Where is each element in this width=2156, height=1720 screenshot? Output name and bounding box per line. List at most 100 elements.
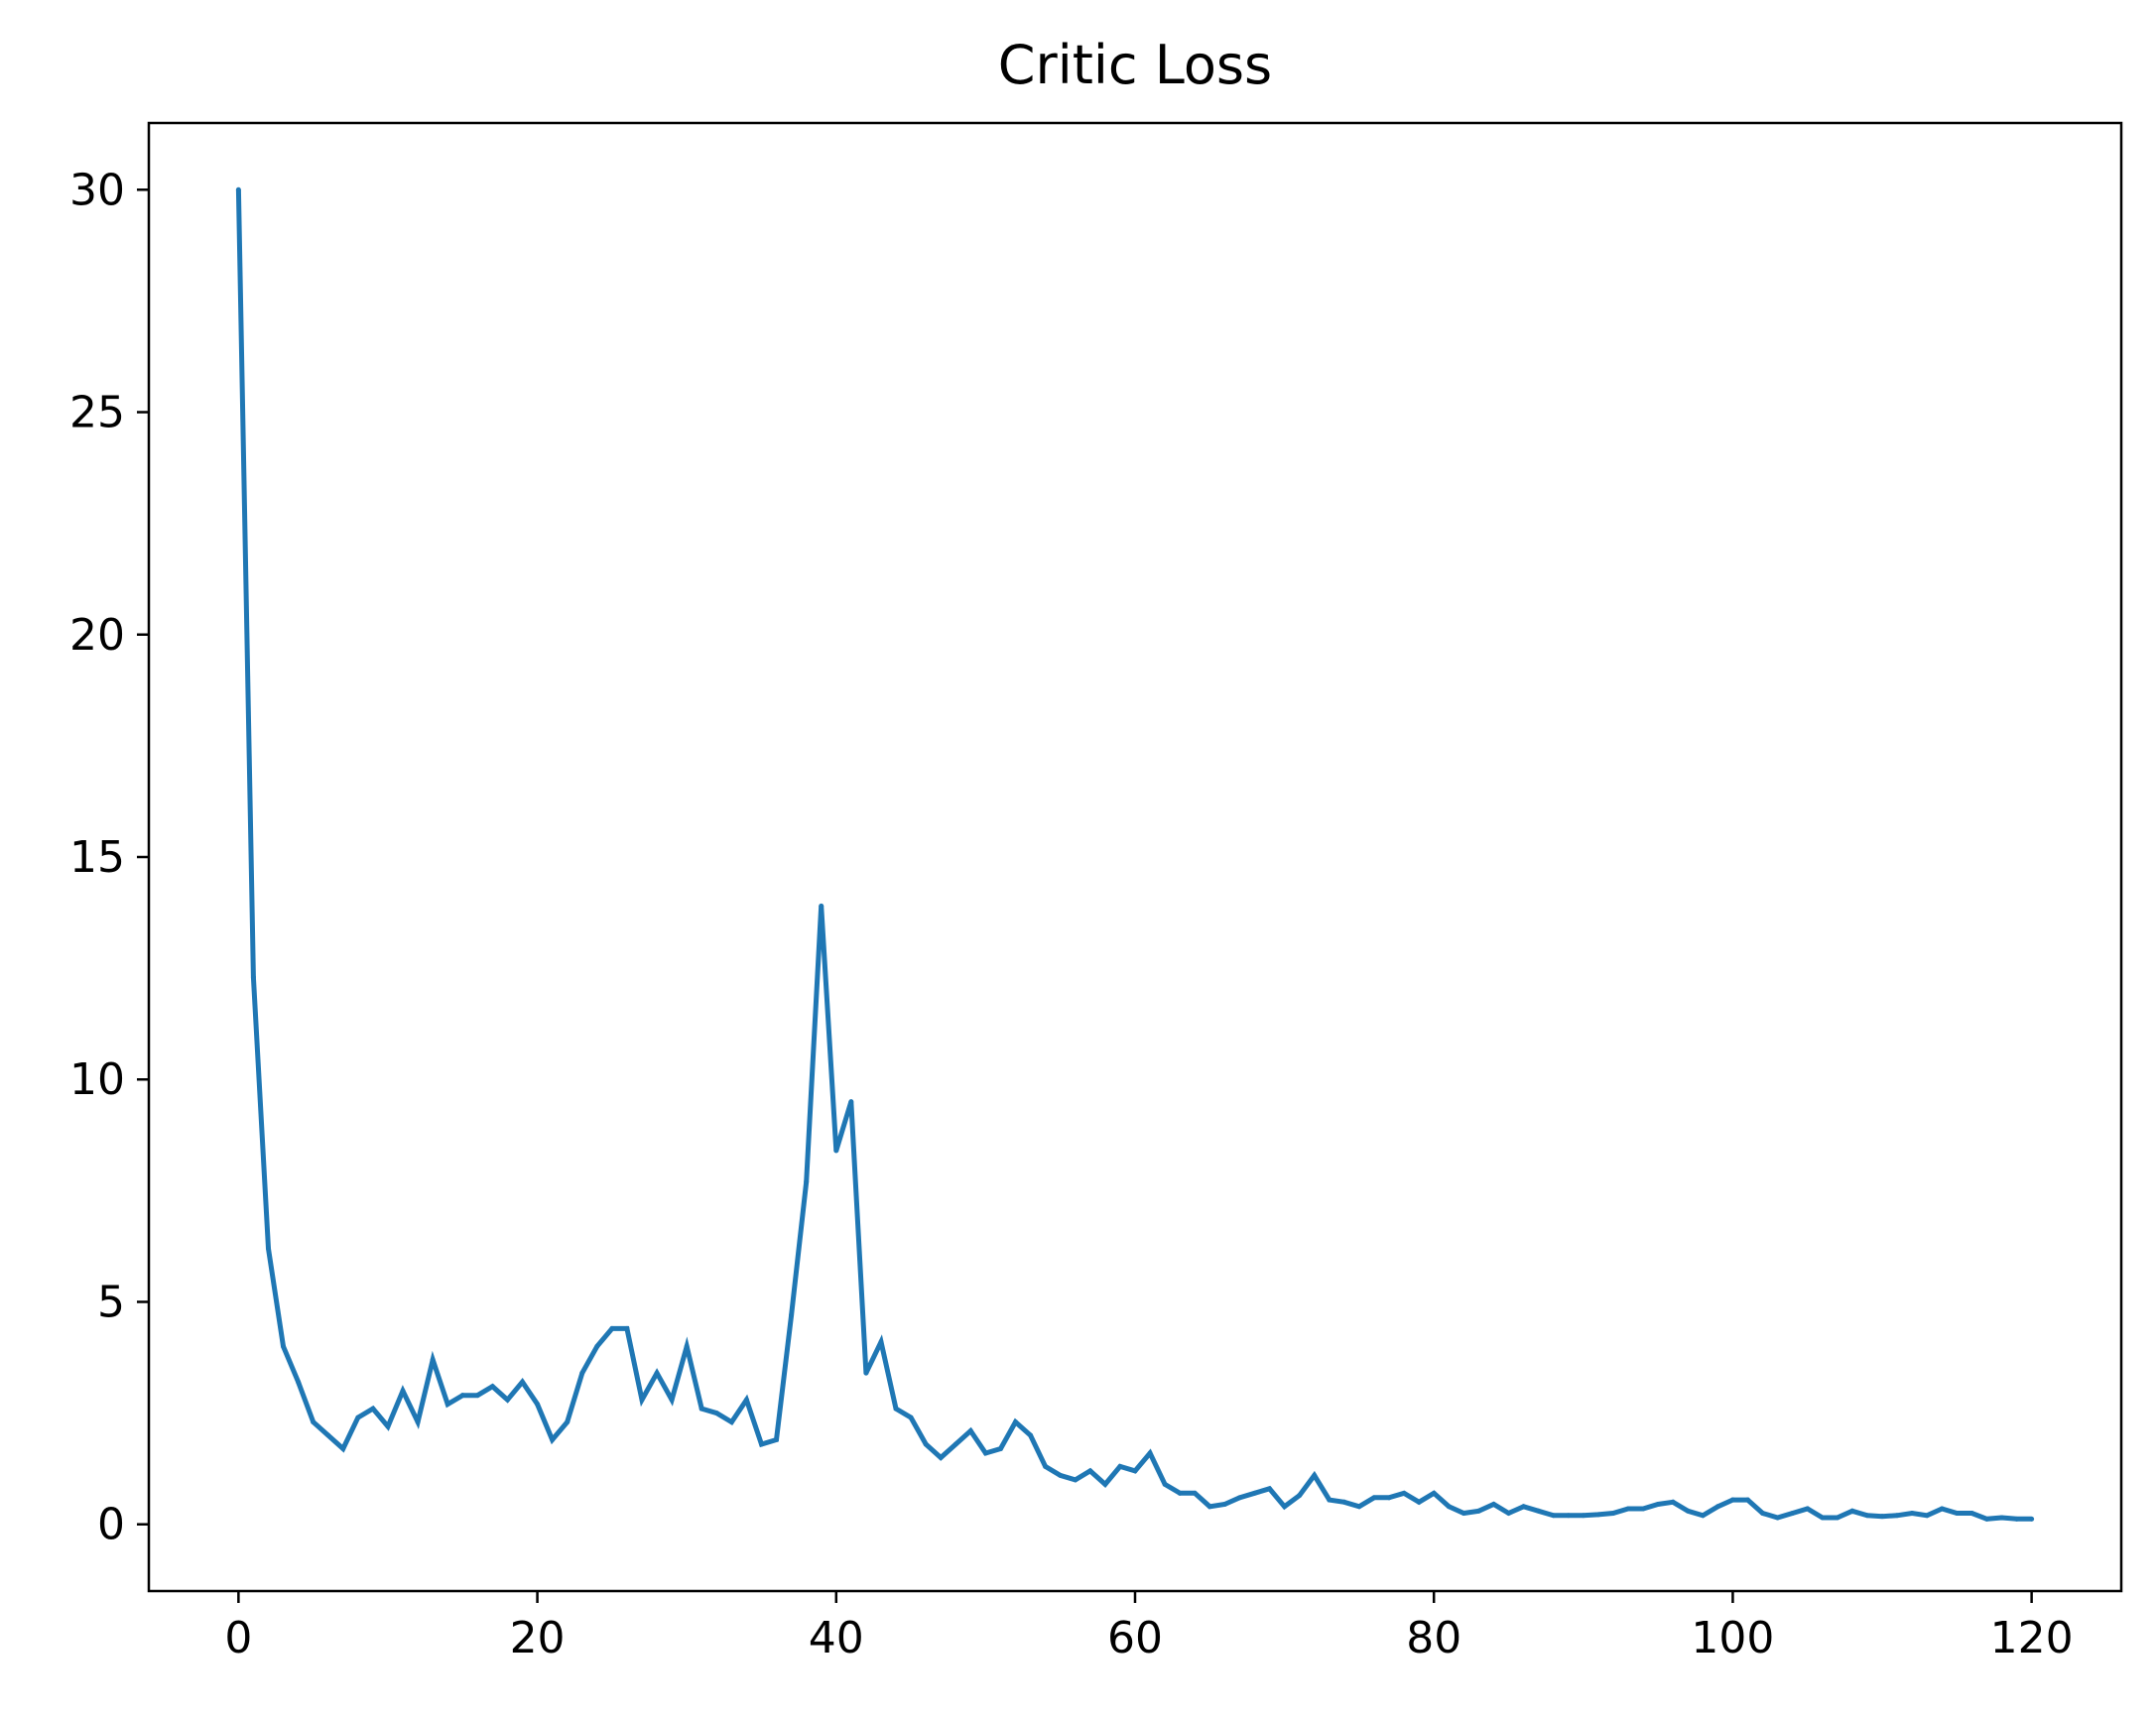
data-point xyxy=(1401,1490,1407,1496)
data-point xyxy=(878,1339,884,1345)
data-point xyxy=(311,1419,317,1425)
data-point xyxy=(624,1325,630,1331)
data-point xyxy=(1490,1502,1496,1508)
data-point xyxy=(459,1393,465,1399)
data-point xyxy=(1700,1513,1706,1519)
data-point xyxy=(1610,1511,1616,1517)
axis-ticks: 0 20 40 60 80 100 120 0 5 10 15 20 25 30 xyxy=(69,165,2074,1663)
y-tick-label: 30 xyxy=(69,165,125,215)
data-point xyxy=(1087,1468,1093,1474)
data-point xyxy=(1267,1486,1273,1492)
data-point xyxy=(1206,1504,1212,1510)
data-point xyxy=(789,1312,795,1318)
data-point xyxy=(235,186,241,192)
data-point xyxy=(1968,1511,1974,1517)
data-point xyxy=(579,1370,585,1376)
x-tick-label: 40 xyxy=(809,1613,864,1663)
data-point xyxy=(1282,1504,1288,1510)
data-point xyxy=(340,1445,346,1451)
data-point xyxy=(1162,1481,1168,1487)
data-point xyxy=(1013,1419,1019,1425)
data-point xyxy=(669,1397,675,1403)
data-point xyxy=(535,1402,541,1408)
data-point xyxy=(1043,1463,1049,1469)
data-point xyxy=(1744,1497,1750,1503)
y-tick-label: 15 xyxy=(69,832,125,883)
data-point xyxy=(893,1406,899,1412)
data-point xyxy=(1371,1495,1377,1501)
data-point xyxy=(1312,1472,1318,1478)
data-point xyxy=(1729,1497,1735,1503)
y-tick-label: 25 xyxy=(69,388,125,438)
data-point xyxy=(1670,1499,1676,1505)
data-point xyxy=(1864,1513,1870,1519)
data-point xyxy=(1221,1502,1227,1508)
data-point xyxy=(1341,1499,1347,1505)
data-point xyxy=(1327,1497,1332,1503)
data-point xyxy=(550,1437,556,1443)
data-point xyxy=(1685,1508,1691,1514)
data-point xyxy=(1581,1513,1586,1519)
x-tick-label: 0 xyxy=(224,1613,252,1663)
chart-title: Critic Loss xyxy=(998,34,1272,96)
data-point xyxy=(1192,1490,1198,1496)
data-point xyxy=(1460,1511,1466,1517)
data-point xyxy=(1551,1513,1557,1519)
data-point xyxy=(908,1414,914,1420)
data-point xyxy=(1625,1506,1631,1512)
y-tick-label: 20 xyxy=(69,610,125,661)
y-tick-label: 10 xyxy=(69,1054,125,1105)
data-point xyxy=(1760,1511,1766,1517)
data-point xyxy=(1820,1515,1826,1521)
data-point xyxy=(1356,1504,1362,1510)
data-point xyxy=(296,1379,302,1385)
y-tick-label: 5 xyxy=(97,1277,125,1327)
data-point xyxy=(728,1419,734,1425)
data-point xyxy=(639,1397,645,1403)
data-point xyxy=(1117,1463,1123,1469)
data-point xyxy=(1566,1513,1572,1519)
data-point xyxy=(2029,1516,2035,1522)
x-tick-label: 60 xyxy=(1107,1613,1163,1663)
data-point xyxy=(520,1379,526,1385)
data-point xyxy=(1102,1481,1108,1487)
data-point xyxy=(370,1406,376,1412)
data-point xyxy=(355,1414,361,1420)
data-point xyxy=(1536,1508,1542,1514)
data-point xyxy=(743,1397,749,1403)
data-point xyxy=(863,1370,869,1376)
y-tick-label: 0 xyxy=(97,1500,125,1550)
data-point xyxy=(684,1343,690,1349)
data-point xyxy=(444,1402,450,1408)
data-point xyxy=(997,1445,1003,1451)
data-point xyxy=(1058,1472,1064,1478)
data-point xyxy=(1177,1490,1183,1496)
data-point xyxy=(1640,1506,1646,1512)
data-point xyxy=(819,903,824,909)
data-point xyxy=(609,1325,615,1331)
data-point xyxy=(848,1099,854,1105)
data-point xyxy=(1999,1515,2005,1521)
data-point xyxy=(1879,1514,1885,1520)
data-point xyxy=(1805,1506,1811,1512)
data-point xyxy=(489,1384,495,1390)
x-tick-label: 120 xyxy=(1990,1613,2074,1663)
data-point xyxy=(1790,1511,1796,1517)
data-point xyxy=(1251,1490,1257,1496)
data-point xyxy=(1595,1512,1601,1518)
data-point xyxy=(1386,1495,1392,1501)
data-point xyxy=(1132,1468,1138,1474)
data-point xyxy=(474,1393,480,1399)
data-point xyxy=(1954,1511,1960,1517)
data-point xyxy=(1983,1516,1989,1522)
data-point xyxy=(1236,1495,1242,1501)
x-tick-label: 100 xyxy=(1691,1613,1774,1663)
data-point xyxy=(325,1432,331,1438)
data-point xyxy=(982,1450,988,1456)
data-point xyxy=(1028,1432,1034,1438)
data-point xyxy=(1073,1477,1078,1483)
data-point xyxy=(385,1423,391,1429)
data-point xyxy=(1521,1504,1527,1510)
